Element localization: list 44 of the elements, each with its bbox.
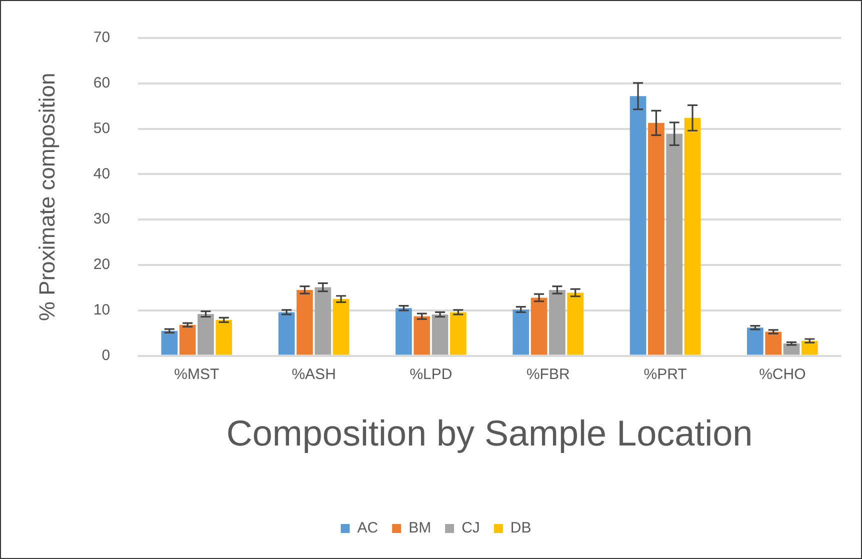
bar (332, 299, 350, 355)
y-tick-label: 20 (93, 256, 110, 274)
bar (549, 290, 566, 355)
y-tick-label: 40 (93, 165, 110, 182)
x-tick-label: %LPD (410, 366, 452, 383)
y-tick-label: 70 (93, 29, 110, 46)
bar (314, 287, 332, 355)
bar (684, 118, 701, 355)
y-tick-label: 50 (93, 120, 110, 137)
bar (801, 340, 818, 355)
y-tick-label: 30 (93, 210, 110, 228)
y-tick-label: 60 (93, 74, 110, 92)
legend-label: DB (510, 520, 532, 537)
legend-label: AC (357, 520, 378, 537)
y-tick-label: 10 (93, 302, 110, 319)
x-axis-title: Composition by Sample Location (226, 412, 753, 454)
x-tick-label: %PRT (644, 366, 687, 383)
bar (530, 298, 548, 355)
legend-label: BM (408, 520, 432, 537)
bar (278, 312, 295, 355)
x-tick-label: %FBR (526, 366, 570, 383)
bar (396, 308, 412, 355)
bar (747, 328, 764, 355)
x-tick-label: %MST (174, 366, 220, 383)
x-tick-label: %CHO (759, 366, 806, 383)
y-axis-title: % Proximate composition (34, 72, 60, 322)
bar (567, 292, 584, 355)
bar (432, 314, 448, 355)
bar (179, 324, 196, 355)
bar (450, 312, 466, 355)
y-tick-label: 0 (102, 346, 110, 364)
bar (765, 332, 782, 355)
x-tick-label: %ASH (292, 366, 336, 383)
bar (666, 134, 683, 355)
bar (783, 344, 800, 355)
bar (161, 330, 178, 355)
bar (296, 290, 313, 355)
bar (198, 314, 214, 355)
bar (216, 320, 232, 355)
bar (512, 309, 530, 355)
bar (648, 122, 664, 355)
bar (630, 96, 646, 355)
legend-label: CJ (462, 520, 480, 537)
bar (414, 316, 430, 355)
